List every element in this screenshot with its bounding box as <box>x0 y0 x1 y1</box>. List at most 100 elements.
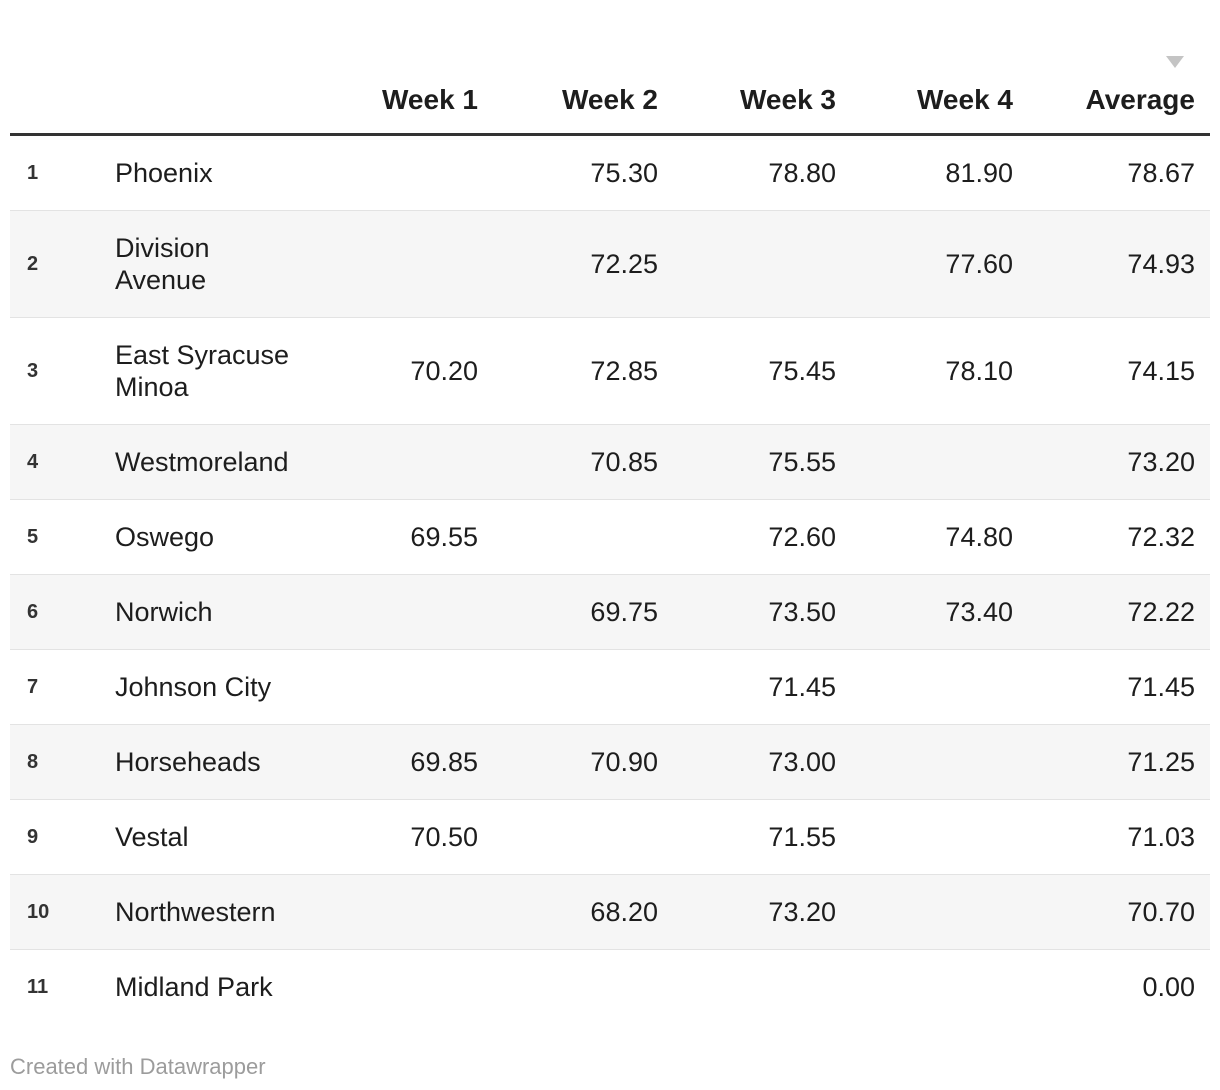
cell-week-3 <box>658 950 836 1025</box>
row-rank: 1 <box>27 162 39 184</box>
cell-week-3: 78.80 <box>768 158 836 188</box>
cell-week-2 <box>478 800 658 875</box>
cell-week-1 <box>348 650 478 725</box>
header-week-1[interactable]: Week 1 <box>348 0 478 136</box>
table-row: 4 Westmoreland 70.85 75.55 73.20 <box>10 424 1210 500</box>
cell-week-3 <box>658 211 836 318</box>
row-name: Johnson City <box>115 672 272 702</box>
cell-week-1 <box>348 135 478 211</box>
cell-week-2: 70.90 <box>590 747 658 777</box>
table-row: 2 Division Avenue 72.25 77.60 74.93 <box>10 210 1210 318</box>
cell-week-2 <box>478 500 658 575</box>
row-name: Norwich <box>115 597 213 627</box>
cell-week-3: 73.50 <box>768 597 836 627</box>
cell-average: 72.32 <box>1127 522 1195 552</box>
cell-week-1 <box>348 211 478 318</box>
cell-week-4 <box>836 425 1013 500</box>
row-rank: 11 <box>27 976 49 998</box>
cell-week-2: 69.75 <box>590 597 658 627</box>
cell-week-1: 69.55 <box>410 522 478 552</box>
row-rank: 9 <box>27 826 39 848</box>
table-row: 1 Phoenix 75.30 78.80 81.90 78.67 <box>10 135 1210 211</box>
cell-week-3: 75.55 <box>768 447 836 477</box>
table-row: 3 East Syracuse Minoa 70.20 72.85 75.45 … <box>10 317 1210 425</box>
cell-week-4: 74.80 <box>945 522 1013 552</box>
cell-week-4: 77.60 <box>945 249 1013 279</box>
cell-week-2: 68.20 <box>590 897 658 927</box>
table-row: 11 Midland Park 0.00 <box>10 949 1210 1025</box>
cell-week-1: 70.50 <box>410 822 478 852</box>
cell-average: 71.03 <box>1127 822 1195 852</box>
row-rank: 5 <box>27 526 39 548</box>
table-row: 6 Norwich 69.75 73.50 73.40 72.22 <box>10 574 1210 650</box>
attribution-text: Created with Datawrapper <box>10 1054 266 1079</box>
cell-week-1 <box>348 875 478 950</box>
header-average[interactable]: Average <box>1013 0 1210 136</box>
cell-week-1 <box>348 950 478 1025</box>
cell-week-1: 69.85 <box>410 747 478 777</box>
row-name: East Syracuse Minoa <box>115 340 290 402</box>
cell-week-2 <box>478 950 658 1025</box>
header-row: Week 1 Week 2 Week 3 Week 4 Average <box>10 0 1210 136</box>
row-name: Northwestern <box>115 897 276 927</box>
cell-week-2: 72.85 <box>590 356 658 386</box>
row-rank: 4 <box>27 451 39 473</box>
ranking-table: Week 1 Week 2 Week 3 Week 4 Average 1 Ph… <box>10 0 1210 1024</box>
cell-week-3: 75.45 <box>768 356 836 386</box>
row-name: Vestal <box>115 822 189 852</box>
row-rank: 7 <box>27 676 39 698</box>
table-row: 7 Johnson City 71.45 71.45 <box>10 649 1210 725</box>
cell-week-4 <box>836 800 1013 875</box>
row-rank: 10 <box>27 901 50 923</box>
cell-week-1: 70.20 <box>410 356 478 386</box>
cell-average: 74.93 <box>1127 249 1195 279</box>
table-row: 8 Horseheads 69.85 70.90 73.00 71.25 <box>10 724 1210 800</box>
row-name: Oswego <box>115 522 215 552</box>
row-name: Division Avenue <box>115 233 210 295</box>
cell-week-4 <box>836 950 1013 1025</box>
cell-week-1 <box>348 575 478 650</box>
cell-average: 70.70 <box>1127 897 1195 927</box>
row-rank: 6 <box>27 601 39 623</box>
table-row: 5 Oswego 69.55 72.60 74.80 72.32 <box>10 499 1210 575</box>
cell-average: 71.45 <box>1127 672 1195 702</box>
cell-week-2: 75.30 <box>590 158 658 188</box>
row-name: Westmoreland <box>115 447 289 477</box>
cell-average: 72.22 <box>1127 597 1195 627</box>
cell-week-3: 71.55 <box>768 822 836 852</box>
table-row: 10 Northwestern 68.20 73.20 70.70 <box>10 874 1210 950</box>
table-row: 9 Vestal 70.50 71.55 71.03 <box>10 799 1210 875</box>
cell-week-1 <box>348 425 478 500</box>
header-week-3[interactable]: Week 3 <box>658 0 836 136</box>
row-rank: 3 <box>27 360 39 382</box>
cell-week-2: 72.25 <box>590 249 658 279</box>
cell-week-2: 70.85 <box>590 447 658 477</box>
cell-week-3: 71.45 <box>768 672 836 702</box>
cell-week-4 <box>836 875 1013 950</box>
cell-week-4: 81.90 <box>945 158 1013 188</box>
cell-week-3: 73.00 <box>768 747 836 777</box>
cell-average: 71.25 <box>1127 747 1195 777</box>
cell-week-4 <box>836 725 1013 800</box>
header-name-column <box>115 0 348 136</box>
row-rank: 2 <box>27 253 39 275</box>
cell-week-4 <box>836 650 1013 725</box>
row-name: Midland Park <box>115 972 273 1002</box>
cell-week-3: 73.20 <box>768 897 836 927</box>
sort-descending-icon <box>1166 56 1184 68</box>
cell-average: 73.20 <box>1127 447 1195 477</box>
cell-week-2 <box>478 650 658 725</box>
row-name: Phoenix <box>115 158 213 188</box>
header-week-4[interactable]: Week 4 <box>836 0 1013 136</box>
header-average-label: Average <box>1085 84 1195 115</box>
row-name: Horseheads <box>115 747 261 777</box>
row-rank: 8 <box>27 751 39 773</box>
cell-week-3: 72.60 <box>768 522 836 552</box>
header-week-2[interactable]: Week 2 <box>478 0 658 136</box>
cell-average: 74.15 <box>1127 356 1195 386</box>
cell-week-4: 73.40 <box>945 597 1013 627</box>
cell-average: 78.67 <box>1127 158 1195 188</box>
cell-week-4: 78.10 <box>945 356 1013 386</box>
cell-average: 0.00 <box>1142 972 1195 1002</box>
